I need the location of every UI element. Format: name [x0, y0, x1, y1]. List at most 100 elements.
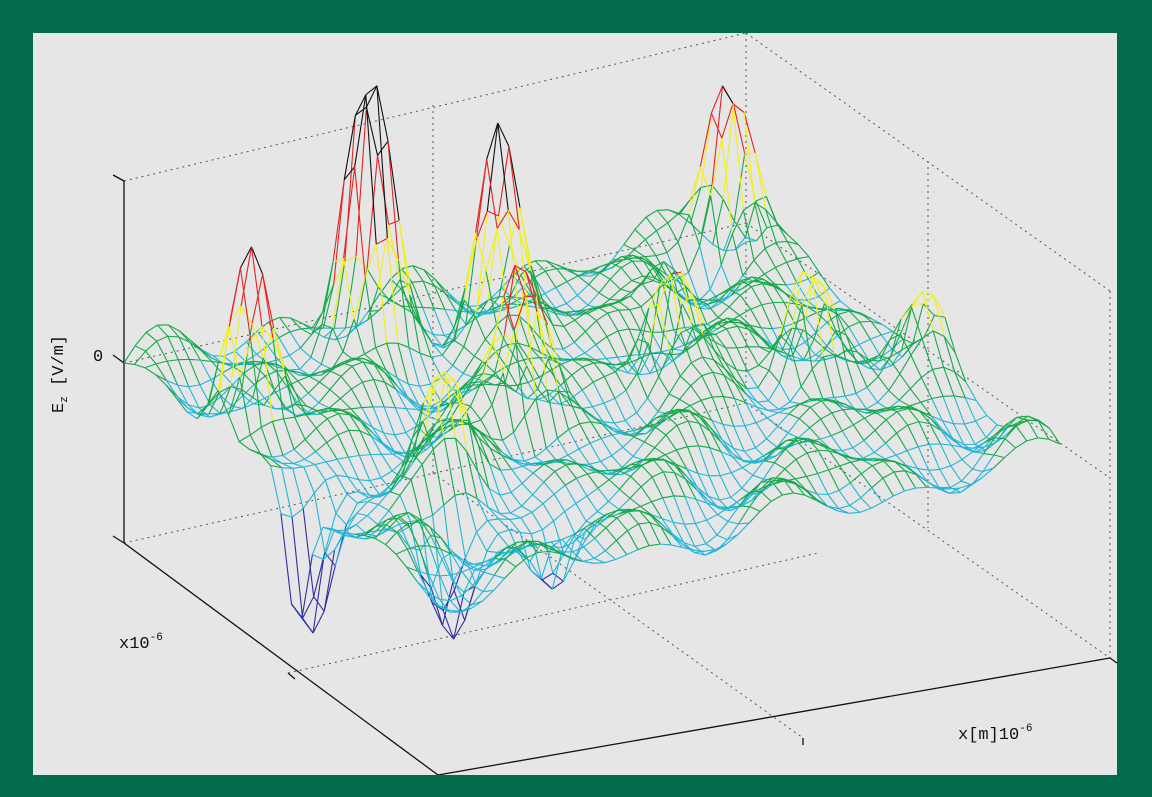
mesh-line-83 [579, 272, 590, 277]
mesh-line-1649 [636, 373, 649, 399]
mesh-line-1155 [361, 407, 373, 428]
plot-frame: 0 Ez [V/m] x10-6 x[m]10-6 [33, 33, 1117, 775]
mesh-line-3149 [950, 459, 963, 467]
mesh-line-1619 [470, 405, 482, 421]
mesh-line-1740 [524, 296, 537, 399]
mesh-line-1953 [479, 431, 492, 443]
mesh-line-288 [489, 310, 501, 313]
mesh-line-436 [688, 272, 700, 302]
mesh-line-1225 [750, 308, 762, 329]
mesh-line-2200 [611, 455, 623, 468]
mesh-line-2670 [753, 460, 764, 462]
mesh-line-996 [718, 289, 731, 301]
mesh-line-1130 [228, 376, 241, 416]
mesh-line-3241 [838, 490, 851, 506]
mesh-line-2804 [885, 411, 898, 421]
mesh-line-850 [518, 229, 531, 326]
mesh-line-1996 [712, 371, 724, 397]
mesh-line-856 [552, 324, 564, 350]
mesh-line-3118 [772, 478, 784, 485]
mesh-line-1580 [870, 321, 882, 336]
mesh-line-1753 [603, 420, 615, 424]
mesh-line-1280 [438, 402, 450, 407]
mesh-line-2473 [898, 388, 911, 401]
mesh-line-1420 [604, 362, 617, 366]
mesh-line-121 [178, 336, 191, 343]
mesh-line-1409 [538, 398, 549, 403]
mesh-line-1851 [524, 415, 536, 458]
mesh-line-987 [662, 284, 675, 330]
mesh-line-1879 [679, 375, 692, 387]
mesh-line-855 [552, 324, 564, 328]
mesh-line-3400 [548, 550, 561, 555]
mesh-line-875 [663, 261, 676, 272]
mesh-line-2178 [488, 463, 501, 496]
mesh-line-1699 [302, 492, 315, 509]
mesh-line-1485 [348, 429, 361, 432]
mesh-line-2345 [799, 403, 811, 408]
mesh-line-3226 [761, 477, 773, 483]
mesh-line-2327 [699, 416, 711, 432]
mesh-line-886 [719, 289, 730, 295]
mesh-line-812 [307, 392, 320, 404]
mesh-line-1763 [658, 351, 671, 377]
mesh-line-1735 [502, 329, 515, 374]
mesh-line-1018 [217, 390, 230, 416]
mesh-line-2570 [820, 412, 833, 420]
mesh-line-686 [231, 407, 243, 413]
mesh-line-21 [234, 350, 246, 362]
mesh-line-2941 [406, 548, 419, 572]
mesh-line-2033 [923, 315, 935, 338]
mesh-line-2004 [756, 401, 769, 411]
mesh-line-1620 [481, 342, 494, 382]
mesh-line-2225 [755, 417, 768, 424]
mesh-line-2409 [543, 471, 556, 483]
mesh-line-278 [433, 307, 445, 310]
mesh-line-973 [584, 331, 597, 346]
mesh-line-443 [732, 103, 745, 113]
mesh-line-450 [765, 196, 778, 223]
mesh-line-1691 [869, 339, 882, 358]
mesh-line-2133 [856, 363, 868, 388]
mesh-line-3066 [484, 558, 495, 563]
mesh-line-3214 [694, 543, 706, 547]
mesh-line-2531 [598, 471, 610, 481]
mesh-line-219 [722, 198, 735, 222]
mesh-line-119 [167, 335, 179, 338]
mesh-line-2745 [552, 572, 564, 582]
mesh-line-497 [409, 285, 422, 325]
mesh-line-2030 [901, 304, 913, 351]
mesh-line-2822 [985, 424, 998, 438]
mesh-line-1373 [337, 413, 350, 431]
mesh-line-912 [251, 323, 264, 359]
mesh-line-2569 [809, 427, 821, 440]
mesh-line-2431 [665, 424, 678, 436]
mesh-line-3144 [917, 468, 929, 483]
mesh-line-3338 [760, 491, 772, 502]
mesh-line-1042 [351, 388, 363, 408]
mesh-line-2476 [909, 388, 922, 403]
mesh-line-3310 [604, 550, 617, 560]
mesh-line-2270 [388, 494, 401, 511]
mesh-line-2106 [712, 395, 724, 398]
mesh-line-2457 [810, 400, 822, 408]
mesh-line-2832 [418, 521, 430, 547]
mesh-line-622 [486, 122, 499, 211]
mesh-line-166 [422, 281, 435, 309]
mesh-line-3170 [450, 595, 462, 602]
mesh-line-3386 [1026, 419, 1039, 439]
mesh-line-2983 [640, 505, 652, 515]
mesh-line-2217 [711, 419, 723, 425]
mesh-line-903 [818, 271, 831, 289]
mesh-line-3399 [537, 550, 550, 554]
mesh-line-1658 [692, 294, 705, 324]
mesh-line-539 [643, 260, 655, 278]
mesh-line-415 [577, 284, 589, 296]
mesh-line-344 [177, 384, 189, 406]
mesh-line-1583 [269, 465, 282, 514]
mesh-line-2897 [785, 440, 797, 450]
mesh-line-937 [384, 372, 397, 390]
mesh-line-266 [366, 268, 379, 288]
mesh-line-860 [574, 319, 586, 332]
mesh-line-1931 [357, 496, 369, 504]
